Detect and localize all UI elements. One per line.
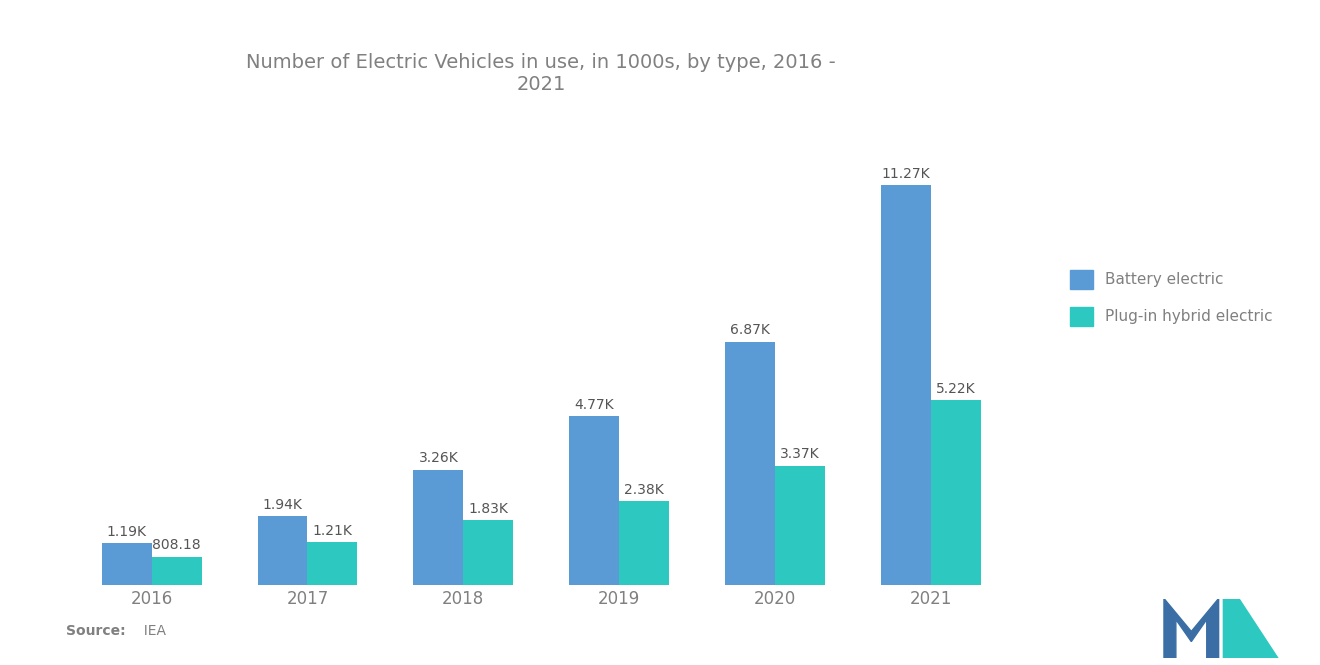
Legend: Battery electric, Plug-in hybrid electric: Battery electric, Plug-in hybrid electri…	[1063, 263, 1280, 333]
Text: 4.77K: 4.77K	[574, 398, 614, 412]
Text: IEA: IEA	[135, 624, 165, 638]
Bar	[308, 542, 358, 585]
Bar	[413, 469, 463, 585]
Text: 11.27K: 11.27K	[882, 167, 931, 182]
Text: 1.83K: 1.83K	[469, 502, 508, 516]
Bar	[931, 400, 981, 585]
Text: 1.21K: 1.21K	[313, 524, 352, 538]
Bar	[152, 557, 202, 585]
Bar	[102, 543, 152, 585]
Text: 2.38K: 2.38K	[624, 483, 664, 497]
Text: 5.22K: 5.22K	[936, 382, 975, 396]
Text: 1.19K: 1.19K	[107, 525, 147, 539]
Text: Number of Electric Vehicles in use, in 1000s, by type, 2016 -
2021: Number of Electric Vehicles in use, in 1…	[247, 53, 836, 94]
Text: 1.94K: 1.94K	[263, 498, 302, 512]
Bar	[880, 186, 931, 585]
Bar	[725, 342, 775, 585]
Text: 808.18: 808.18	[152, 538, 201, 552]
Text: 3.26K: 3.26K	[418, 452, 458, 465]
Bar	[257, 517, 308, 585]
Bar	[569, 416, 619, 585]
Polygon shape	[1224, 598, 1278, 658]
Polygon shape	[1164, 598, 1218, 658]
Text: Source:: Source:	[66, 624, 125, 638]
Text: 6.87K: 6.87K	[730, 323, 770, 337]
Bar	[619, 501, 669, 585]
Bar	[775, 465, 825, 585]
Text: 3.37K: 3.37K	[780, 448, 820, 462]
Bar	[463, 520, 513, 585]
